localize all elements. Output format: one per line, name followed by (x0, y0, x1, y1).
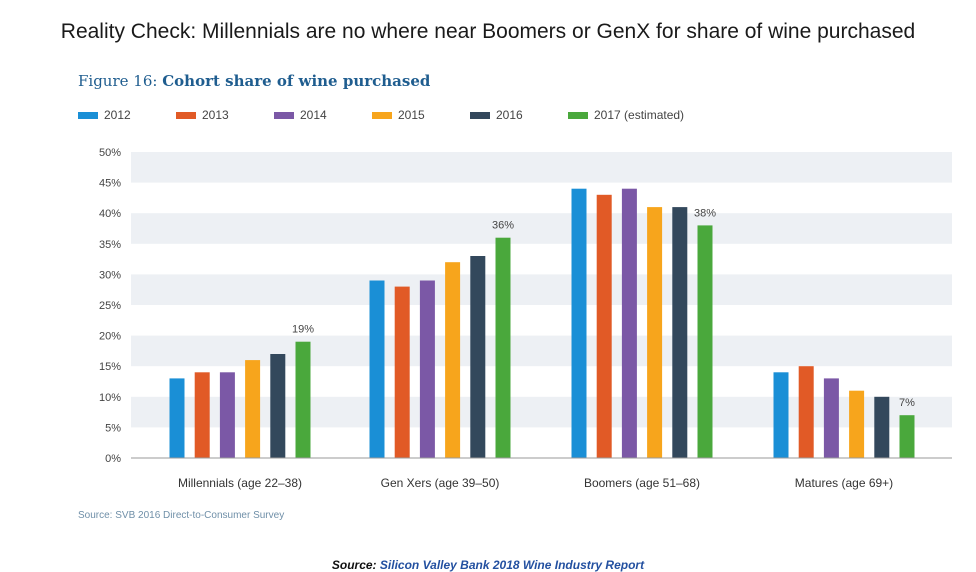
bar (219, 372, 235, 458)
bar (470, 256, 486, 458)
y-tick-label: 35% (99, 239, 121, 251)
legend-label: 2016 (496, 108, 523, 122)
legend-label: 2015 (398, 108, 425, 122)
bar (394, 286, 410, 458)
y-tick-label: 5% (105, 422, 121, 434)
source-note: Source: SVB 2016 Direct-to-Consumer Surv… (78, 510, 285, 521)
footer-source: Source: Silicon Valley Bank 2018 Wine In… (0, 558, 976, 572)
legend-swatch (78, 111, 98, 119)
grid-band (131, 274, 952, 305)
footer-source-label: Source: (331, 558, 377, 572)
data-label: 7% (899, 397, 915, 409)
legend-item: 2013 (176, 108, 229, 122)
bar (823, 378, 839, 458)
bar (571, 188, 587, 458)
bar (495, 237, 511, 458)
bar (419, 280, 435, 458)
bar (621, 188, 637, 458)
legend-label: 2012 (104, 108, 131, 122)
y-tick-label: 10% (99, 392, 121, 404)
y-tick-label: 45% (99, 178, 121, 190)
legend-swatch (568, 111, 588, 119)
bar (874, 396, 890, 458)
legend-label: 2014 (300, 108, 327, 122)
bar (245, 360, 261, 458)
chart-legend: 2012 2013 2014 2015 2016 2017 (estimated) (78, 108, 778, 124)
bar (169, 378, 185, 458)
grid-band (131, 213, 952, 244)
legend-item: 2012 (78, 108, 131, 122)
legend-swatch (372, 111, 392, 119)
legend-item: 2015 (372, 108, 425, 122)
bar (369, 280, 385, 458)
bar (672, 207, 688, 458)
data-label: 36% (492, 220, 514, 232)
bar (295, 341, 311, 458)
bar (647, 207, 663, 458)
footer-source-link[interactable]: Silicon Valley Bank 2018 Wine Industry R… (379, 558, 645, 572)
x-tick-label: Boomers (age 51–68) (584, 476, 700, 490)
x-tick-label: Gen Xers (age 39–50) (381, 476, 500, 490)
legend-label: 2017 (estimated) (594, 108, 685, 122)
legend-swatch (176, 111, 196, 119)
figure-title: Figure 16: Cohort share of wine purchase… (78, 72, 430, 90)
x-tick-label: Millennials (age 22–38) (178, 476, 302, 490)
bar (194, 372, 210, 458)
data-label: 38% (694, 207, 716, 219)
bar (899, 415, 915, 458)
y-tick-label: 20% (99, 331, 121, 343)
figure-title-text: Cohort share of wine purchased (162, 72, 431, 90)
grid-band (131, 152, 952, 183)
bar (445, 262, 461, 458)
y-tick-label: 0% (105, 453, 121, 465)
y-tick-label: 40% (99, 208, 121, 220)
legend-item: 2014 (274, 108, 327, 122)
bar (270, 354, 286, 458)
bar (849, 390, 865, 458)
legend-label: 2013 (202, 108, 229, 122)
bar (798, 366, 814, 458)
legend-item: 2017 (estimated) (568, 108, 684, 122)
legend-item: 2016 (470, 108, 523, 122)
legend-swatch (274, 111, 294, 119)
data-label: 19% (292, 324, 314, 336)
bar (697, 225, 713, 458)
figure-prefix: Figure 16: (78, 72, 158, 90)
y-tick-label: 25% (99, 300, 121, 312)
bar (773, 372, 789, 458)
bar (596, 194, 612, 459)
legend-swatch (470, 111, 490, 119)
y-tick-label: 30% (99, 269, 121, 281)
grid-band (131, 396, 952, 428)
y-tick-label: 50% (99, 147, 121, 159)
x-tick-label: Matures (age 69+) (795, 476, 893, 490)
headline: Reality Check: Millennials are no where … (60, 20, 916, 43)
grid-band (131, 335, 952, 367)
y-tick-label: 15% (99, 361, 121, 373)
